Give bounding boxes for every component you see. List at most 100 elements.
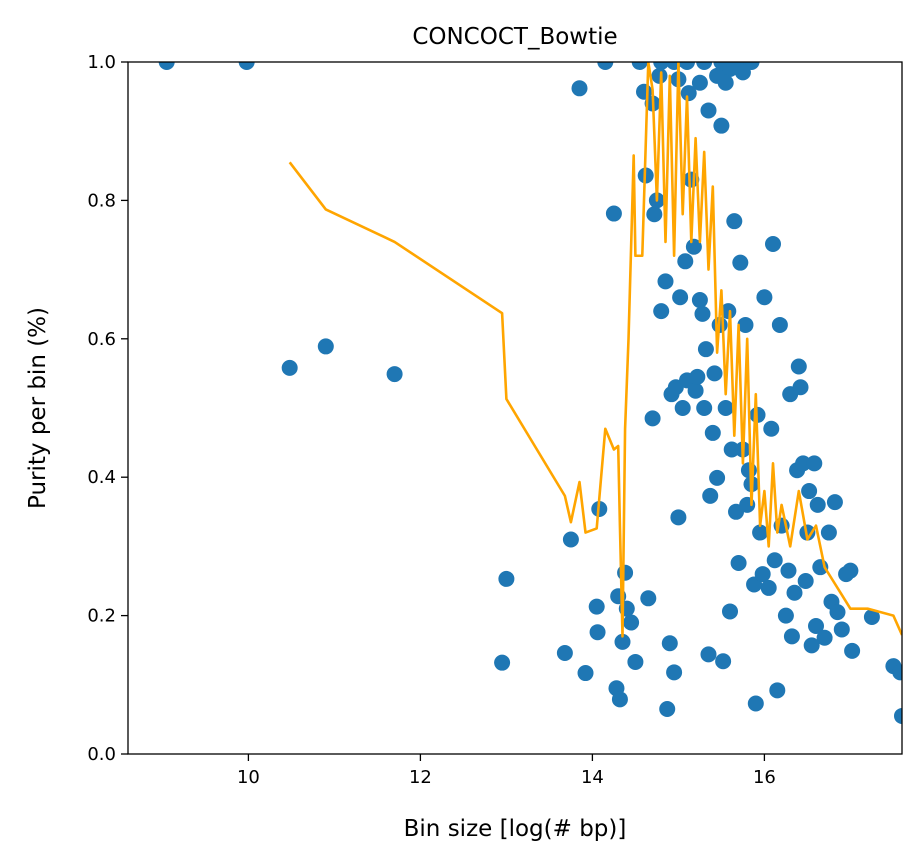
data-point-3: [317, 338, 334, 355]
data-point-117: [653, 62, 670, 70]
plot-frame: [127, 61, 903, 755]
data-point-104: [816, 629, 833, 646]
data-point-119: [679, 62, 695, 70]
data-point-120: [696, 62, 713, 70]
data-point-28: [644, 410, 661, 427]
data-point-95: [795, 455, 812, 472]
data-point-59: [713, 117, 730, 134]
data-point-22: [623, 614, 640, 631]
data-point-67: [730, 555, 747, 572]
data-point-27: [640, 590, 657, 607]
data-point-57: [709, 469, 726, 486]
y-tick-label-5: 1.0: [87, 52, 116, 73]
data-point-60: [715, 653, 732, 670]
data-point-14: [597, 62, 614, 70]
data-point-108: [829, 604, 846, 621]
y-tick-label-2: 0.4: [87, 467, 116, 488]
data-point-78: [754, 566, 771, 583]
data-point-9: [571, 80, 588, 97]
data-point-8: [562, 531, 579, 548]
data-point-40: [672, 289, 689, 306]
data-point-79: [756, 289, 773, 306]
data-point-61: [717, 400, 734, 416]
data-point-63: [722, 603, 738, 620]
data-point-131: [734, 64, 751, 81]
data-point-113: [863, 608, 880, 625]
data-point-87: [777, 607, 794, 624]
data-point-56: [706, 365, 723, 382]
data-point-10: [577, 665, 594, 682]
x-axis-label: Bin size [log(# bp)]: [404, 816, 627, 842]
data-point-107: [826, 494, 843, 511]
x-tick-label-0: 10: [237, 767, 260, 788]
data-point-130: [717, 74, 734, 91]
data-point-1: [238, 62, 255, 70]
data-point-93: [790, 358, 807, 375]
data-point-50: [694, 305, 711, 322]
data-point-52: [697, 341, 714, 358]
data-point-54: [702, 487, 719, 504]
data-point-12: [589, 624, 606, 641]
data-point-72: [740, 462, 757, 479]
data-point-37: [666, 664, 683, 681]
data-point-68: [732, 254, 749, 271]
data-point-48: [689, 368, 706, 385]
data-point-39: [670, 509, 687, 526]
data-point-88: [780, 562, 797, 579]
y-tick-label-3: 0.6: [87, 329, 116, 350]
trend-line: [288, 62, 902, 638]
data-point-98: [801, 483, 818, 500]
chart-title: CONCOCT_Bowtie: [412, 24, 617, 50]
y-axis-label: Purity per bin (%): [25, 307, 51, 509]
data-point-90: [783, 628, 800, 645]
data-point-29: [646, 206, 663, 223]
y-tick-label-0: 0.0: [87, 744, 116, 765]
data-point-24: [631, 62, 648, 70]
data-point-32: [653, 303, 670, 320]
data-point-49: [691, 292, 708, 309]
x-tick-label-1: 12: [409, 767, 432, 788]
data-point-102: [809, 496, 826, 513]
data-point-20: [617, 564, 634, 581]
data-point-80: [760, 579, 777, 596]
data-point-34: [659, 701, 676, 718]
x-tick-label-3: 16: [753, 767, 776, 788]
data-point-125: [691, 74, 708, 91]
data-point-116: [894, 707, 902, 724]
data-point-127: [722, 62, 738, 77]
data-point-19: [614, 633, 631, 650]
data-point-62: [720, 303, 737, 320]
data-point-81: [763, 420, 780, 437]
data-point-84: [769, 682, 786, 699]
data-point-51: [696, 400, 713, 416]
x-tick-label-2: 14: [581, 767, 604, 788]
y-axis: 0.0 0.2 0.4 0.6 0.8 1.0: [87, 52, 128, 765]
data-point-4: [386, 366, 403, 383]
data-point-2: [281, 359, 298, 376]
data-point-91: [786, 584, 803, 601]
data-point-100: [806, 455, 823, 472]
data-point-65: [726, 213, 743, 230]
data-point-94: [792, 379, 809, 396]
data-point-109: [833, 621, 850, 638]
data-point-96: [797, 573, 814, 589]
data-point-47: [687, 382, 704, 399]
data-point-42: [677, 253, 694, 270]
data-point-46: [685, 238, 702, 255]
data-point-35: [661, 635, 678, 652]
data-point-77: [752, 524, 769, 541]
data-point-5: [494, 654, 511, 671]
data-point-44: [680, 85, 697, 102]
data-point-83: [766, 552, 783, 569]
data-point-11: [588, 598, 605, 615]
data-point-6: [498, 570, 515, 587]
data-point-99: [803, 637, 820, 654]
data-point-64: [723, 441, 740, 458]
x-axis: 10 12 14 16: [237, 754, 776, 788]
data-point-55: [704, 424, 721, 441]
data-point-105: [820, 524, 837, 541]
data-point-111: [842, 562, 859, 579]
data-point-18: [611, 691, 628, 708]
